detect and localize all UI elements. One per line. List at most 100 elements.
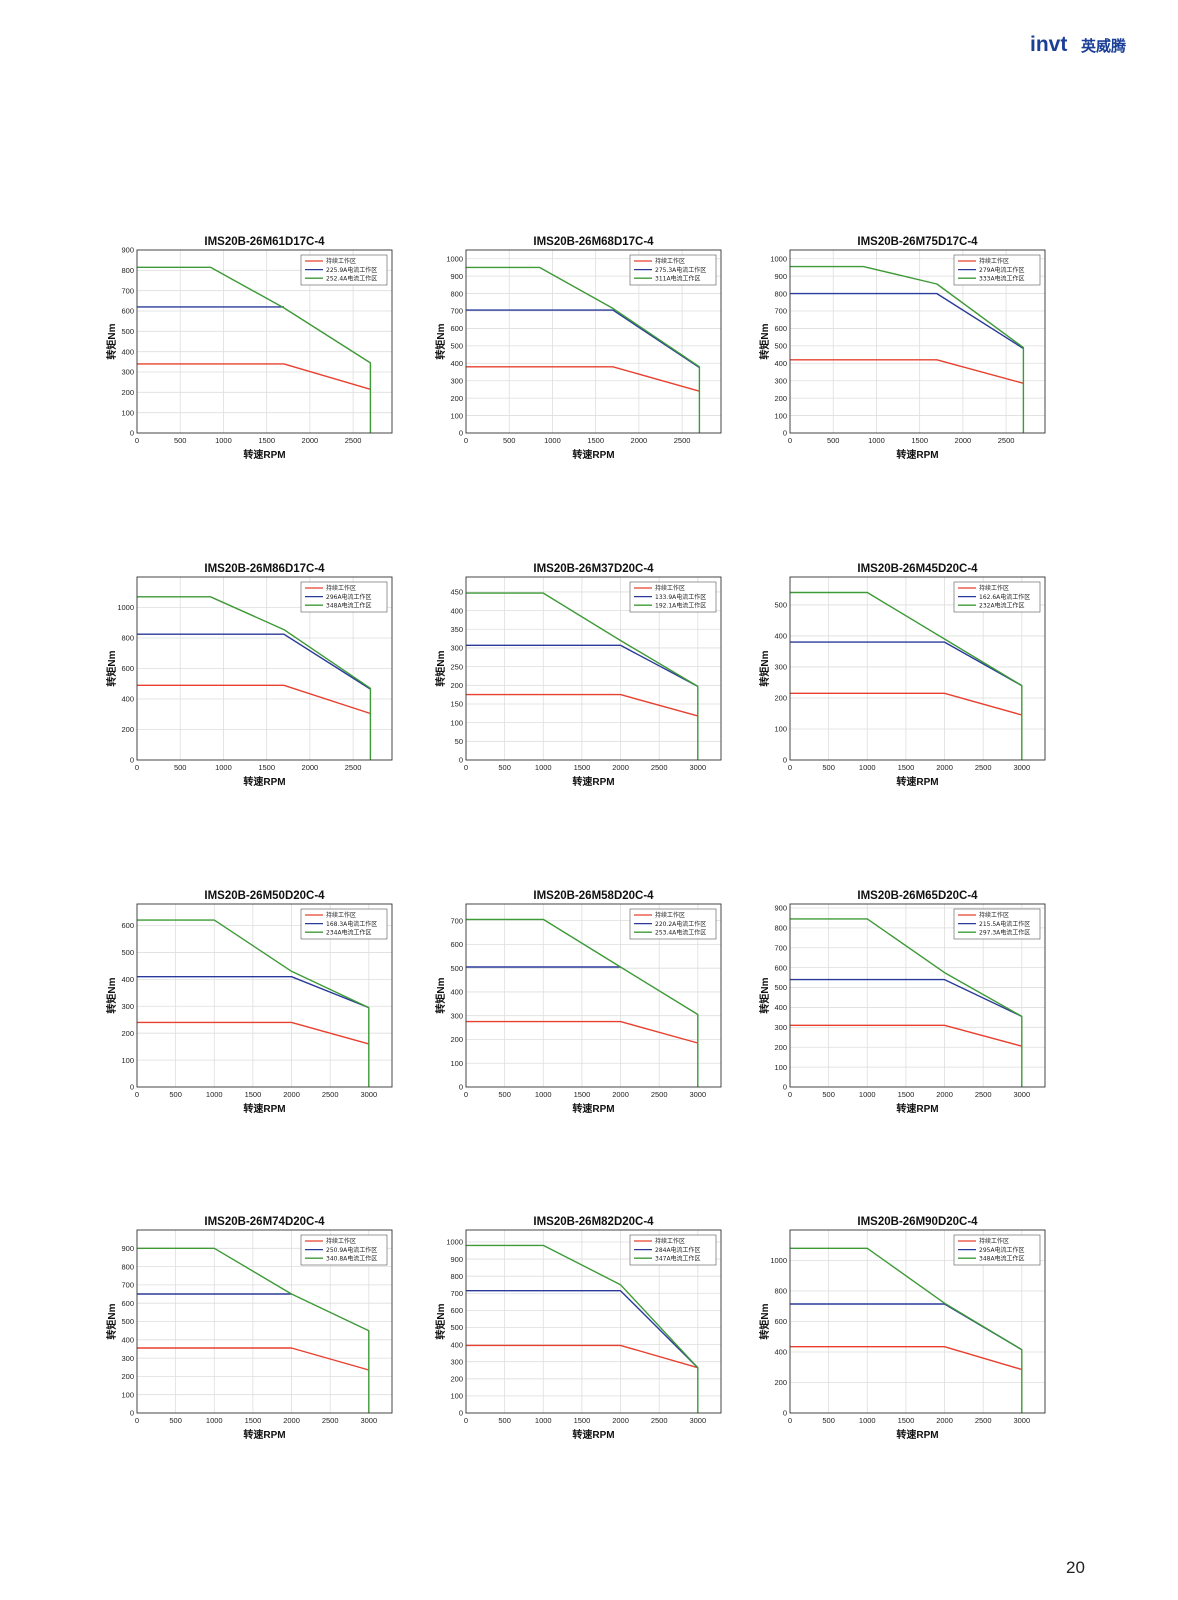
x-tick-label: 3000 (1013, 1090, 1030, 1099)
x-tick-label: 0 (788, 436, 792, 445)
y-tick-label: 500 (121, 327, 134, 336)
series-line-1 (790, 359, 1024, 384)
y-tick-label: 400 (121, 975, 134, 984)
legend-label-3: 348A电流工作区 (326, 601, 372, 609)
y-tick-label: 300 (774, 1023, 787, 1032)
y-tick-label: 200 (121, 1029, 134, 1038)
x-tick-label: 1000 (215, 436, 232, 445)
y-tick-label: 400 (450, 1340, 463, 1349)
x-tick-label: 3000 (360, 1416, 377, 1425)
y-tick-label: 0 (130, 1409, 134, 1418)
x-tick-label: 2000 (283, 1090, 300, 1099)
plot-frame (465, 903, 722, 1088)
x-tick-label: 1500 (898, 1416, 915, 1425)
series-line-3 (790, 1247, 1023, 1413)
plot-frame (136, 576, 393, 761)
x-tick-label: 2500 (651, 1416, 668, 1425)
y-tick-label: 200 (121, 388, 134, 397)
chart-title: IMS20B-26M58D20C-4 (533, 890, 654, 902)
legend-label-1: 持续工作区 (326, 584, 356, 592)
y-tick-label: 200 (121, 1372, 134, 1381)
x-tick-label: 1500 (245, 1090, 262, 1099)
y-tick-label: 0 (130, 429, 134, 438)
y-tick-label: 200 (774, 394, 787, 403)
x-tick-label: 3000 (1013, 1416, 1030, 1425)
plot-frame (136, 903, 393, 1088)
chart-title: IMS20B-26M86D17C-4 (204, 563, 325, 575)
plot-frame (465, 576, 722, 761)
x-tick-label: 3000 (689, 1416, 706, 1425)
x-tick-label: 1000 (859, 763, 876, 772)
series-line-3 (790, 591, 1023, 760)
y-tick-label: 0 (459, 429, 463, 438)
y-tick-label: 900 (450, 1255, 463, 1264)
x-tick-label: 1000 (544, 436, 561, 445)
y-tick-label: 500 (121, 1317, 134, 1326)
y-tick-label: 0 (783, 1083, 787, 1092)
chart-11: 0 500 1000 1500 2000 2500 3000 0 100 200 300 400 500… (434, 1216, 722, 1441)
y-tick-label: 800 (774, 289, 787, 298)
x-tick-label: 0 (464, 436, 468, 445)
x-tick-label: 1000 (206, 1416, 223, 1425)
series-line-2 (466, 309, 700, 369)
y-tick-label: 300 (450, 644, 463, 653)
series-line-1 (790, 692, 1022, 716)
x-tick-label: 1000 (206, 1090, 223, 1099)
y-tick-label: 200 (450, 681, 463, 690)
x-tick-label: 2000 (955, 436, 972, 445)
invt-logo-graphic: invt 英威腾 (1030, 33, 1127, 56)
plot-frame (136, 249, 393, 434)
legend-label-1: 持续工作区 (979, 1237, 1009, 1245)
x-tick-label: 1000 (868, 436, 885, 445)
x-axis-label: 转速RPM (896, 1428, 938, 1441)
y-tick-label: 800 (774, 1287, 787, 1296)
y-tick-label: 1000 (446, 254, 463, 263)
x-tick-label: 500 (498, 763, 511, 772)
x-tick-label: 2500 (322, 1416, 339, 1425)
y-tick-label: 600 (121, 921, 134, 930)
chart-12: 0 500 1000 1500 2000 2500 3000 0 200 400 600 800 100… (758, 1216, 1046, 1441)
x-tick-label: 1500 (574, 1090, 591, 1099)
chart-4: 0 500 1000 1500 2000 2500 0 200 400 600 800 1000 持续工… (105, 563, 393, 788)
legend-label-1: 持续工作区 (655, 584, 685, 592)
y-tick-label: 900 (774, 904, 787, 913)
chart-title: IMS20B-26M37D20C-4 (533, 563, 654, 575)
y-tick-label: 700 (450, 916, 463, 925)
y-axis-label: 转矩Nm (758, 1303, 771, 1339)
legend-label-2: 279A电流工作区 (979, 266, 1025, 274)
legend-label-3: 348A电流工作区 (979, 1254, 1025, 1262)
x-tick-label: 2000 (936, 763, 953, 772)
x-tick-label: 1500 (245, 1416, 262, 1425)
y-tick-label: 700 (450, 307, 463, 316)
legend-label-2: 250.9A电流工作区 (326, 1246, 377, 1254)
chart-title: IMS20B-26M75D17C-4 (857, 236, 978, 248)
x-tick-label: 2000 (302, 763, 319, 772)
y-tick-label: 500 (774, 983, 787, 992)
y-tick-label: 1000 (446, 1238, 463, 1247)
series-line-1 (466, 366, 700, 392)
y-tick-label: 300 (774, 663, 787, 672)
y-tick-label: 1000 (770, 254, 787, 263)
y-tick-label: 600 (450, 940, 463, 949)
y-tick-label: 400 (774, 632, 787, 641)
y-tick-label: 400 (774, 1003, 787, 1012)
x-tick-label: 0 (135, 763, 139, 772)
y-tick-label: 200 (450, 394, 463, 403)
legend-label-1: 持续工作区 (979, 257, 1009, 265)
series-line-3 (790, 265, 1025, 433)
x-tick-label: 2000 (936, 1090, 953, 1099)
y-tick-label: 0 (783, 1409, 787, 1418)
x-axis-label: 转速RPM (572, 775, 614, 788)
y-tick-label: 400 (121, 695, 134, 704)
plot-frame (789, 1229, 1046, 1414)
x-tick-label: 500 (498, 1416, 511, 1425)
y-tick-label: 0 (783, 756, 787, 765)
x-tick-label: 2000 (612, 1090, 629, 1099)
x-axis-label: 转速RPM (243, 448, 285, 461)
